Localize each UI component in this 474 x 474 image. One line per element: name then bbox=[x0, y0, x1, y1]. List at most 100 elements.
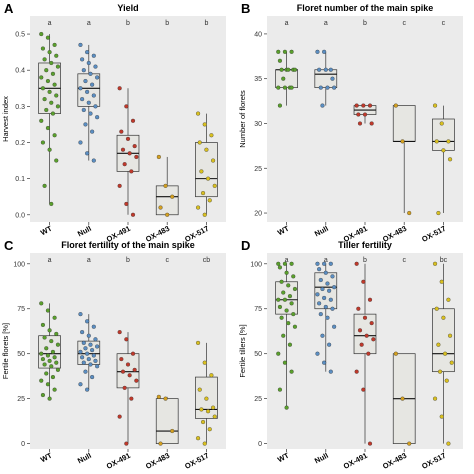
data-point bbox=[367, 103, 373, 108]
data-point bbox=[78, 349, 83, 354]
data-point bbox=[400, 139, 405, 144]
x-tick-label: Null bbox=[313, 224, 330, 239]
data-point bbox=[332, 285, 337, 290]
data-point bbox=[83, 346, 88, 351]
data-point bbox=[39, 75, 44, 80]
data-point bbox=[78, 140, 83, 145]
data-point bbox=[276, 297, 281, 302]
data-point bbox=[367, 297, 373, 302]
data-point bbox=[446, 139, 451, 144]
data-point bbox=[45, 35, 51, 40]
significance-letter: c bbox=[402, 257, 406, 264]
data-point bbox=[286, 283, 291, 288]
data-point bbox=[328, 297, 333, 302]
y-axis-label: Fertile florets [%] bbox=[1, 323, 10, 379]
data-point bbox=[95, 75, 100, 80]
data-point bbox=[119, 357, 124, 362]
data-point bbox=[325, 281, 330, 286]
data-point bbox=[55, 367, 61, 372]
data-point bbox=[44, 68, 49, 73]
data-point bbox=[289, 85, 294, 90]
data-point bbox=[281, 76, 286, 81]
data-point bbox=[369, 321, 374, 326]
data-point bbox=[439, 414, 444, 419]
data-point bbox=[54, 158, 59, 163]
y-axis-label: Fertile tillers [%] bbox=[238, 324, 247, 377]
data-point bbox=[317, 267, 322, 272]
data-point bbox=[93, 64, 98, 69]
y-tick-label: 75 bbox=[254, 306, 262, 313]
data-point bbox=[279, 315, 284, 320]
data-point bbox=[122, 162, 127, 167]
data-point bbox=[81, 107, 86, 113]
box bbox=[116, 353, 140, 389]
data-point bbox=[277, 265, 283, 270]
data-point bbox=[40, 86, 46, 91]
data-point bbox=[323, 304, 328, 310]
y-tick-label: 50 bbox=[17, 351, 25, 358]
y-tick-label: 0.2 bbox=[15, 140, 25, 147]
data-point bbox=[49, 100, 54, 105]
panel-letter: D bbox=[241, 238, 250, 253]
data-point bbox=[284, 270, 289, 275]
panel-title: Floret fertility of the main spike bbox=[61, 240, 195, 250]
data-point bbox=[197, 140, 202, 145]
data-point bbox=[281, 333, 286, 338]
data-point bbox=[287, 342, 293, 347]
data-point bbox=[320, 286, 325, 292]
box bbox=[392, 105, 416, 142]
data-point bbox=[199, 169, 204, 174]
data-point bbox=[195, 436, 201, 441]
significance-letter: a bbox=[48, 20, 52, 27]
data-point bbox=[55, 64, 61, 69]
data-point bbox=[322, 261, 327, 266]
data-point bbox=[330, 76, 335, 81]
data-point bbox=[125, 362, 131, 367]
data-point bbox=[287, 294, 293, 299]
data-point bbox=[88, 362, 93, 367]
data-point bbox=[369, 121, 374, 126]
data-point bbox=[95, 115, 100, 120]
data-point bbox=[354, 103, 359, 108]
data-point bbox=[277, 387, 283, 392]
data-point bbox=[209, 373, 214, 378]
data-point bbox=[434, 139, 439, 144]
data-point bbox=[441, 315, 446, 320]
data-point bbox=[200, 419, 206, 425]
x-tick-label: Null bbox=[76, 224, 93, 239]
data-point bbox=[362, 315, 368, 320]
data-point bbox=[323, 270, 328, 275]
data-point bbox=[45, 382, 51, 387]
data-point bbox=[78, 312, 83, 317]
data-point bbox=[90, 348, 95, 353]
data-point bbox=[54, 93, 59, 98]
x-tick-label: WT bbox=[39, 224, 54, 238]
data-point bbox=[330, 306, 335, 311]
data-point bbox=[447, 157, 453, 162]
data-point bbox=[45, 125, 51, 131]
data-point bbox=[436, 210, 441, 216]
data-point bbox=[156, 154, 161, 160]
data-point bbox=[327, 342, 332, 347]
data-point bbox=[54, 331, 59, 336]
data-point bbox=[91, 158, 96, 163]
data-point bbox=[83, 78, 88, 84]
data-point bbox=[44, 107, 49, 113]
data-point bbox=[44, 346, 49, 351]
box bbox=[155, 398, 179, 444]
data-point bbox=[42, 97, 47, 102]
data-point bbox=[83, 369, 88, 374]
data-point bbox=[129, 396, 134, 401]
data-point bbox=[124, 104, 129, 109]
data-point bbox=[318, 85, 323, 90]
data-point bbox=[202, 212, 207, 217]
box bbox=[155, 185, 179, 216]
data-point bbox=[49, 339, 54, 344]
data-point bbox=[55, 104, 61, 109]
y-tick-label: 40 bbox=[254, 31, 262, 38]
data-point bbox=[364, 333, 369, 338]
data-point bbox=[85, 387, 90, 392]
data-point bbox=[322, 360, 327, 365]
data-point bbox=[163, 396, 168, 401]
data-point bbox=[357, 328, 363, 333]
